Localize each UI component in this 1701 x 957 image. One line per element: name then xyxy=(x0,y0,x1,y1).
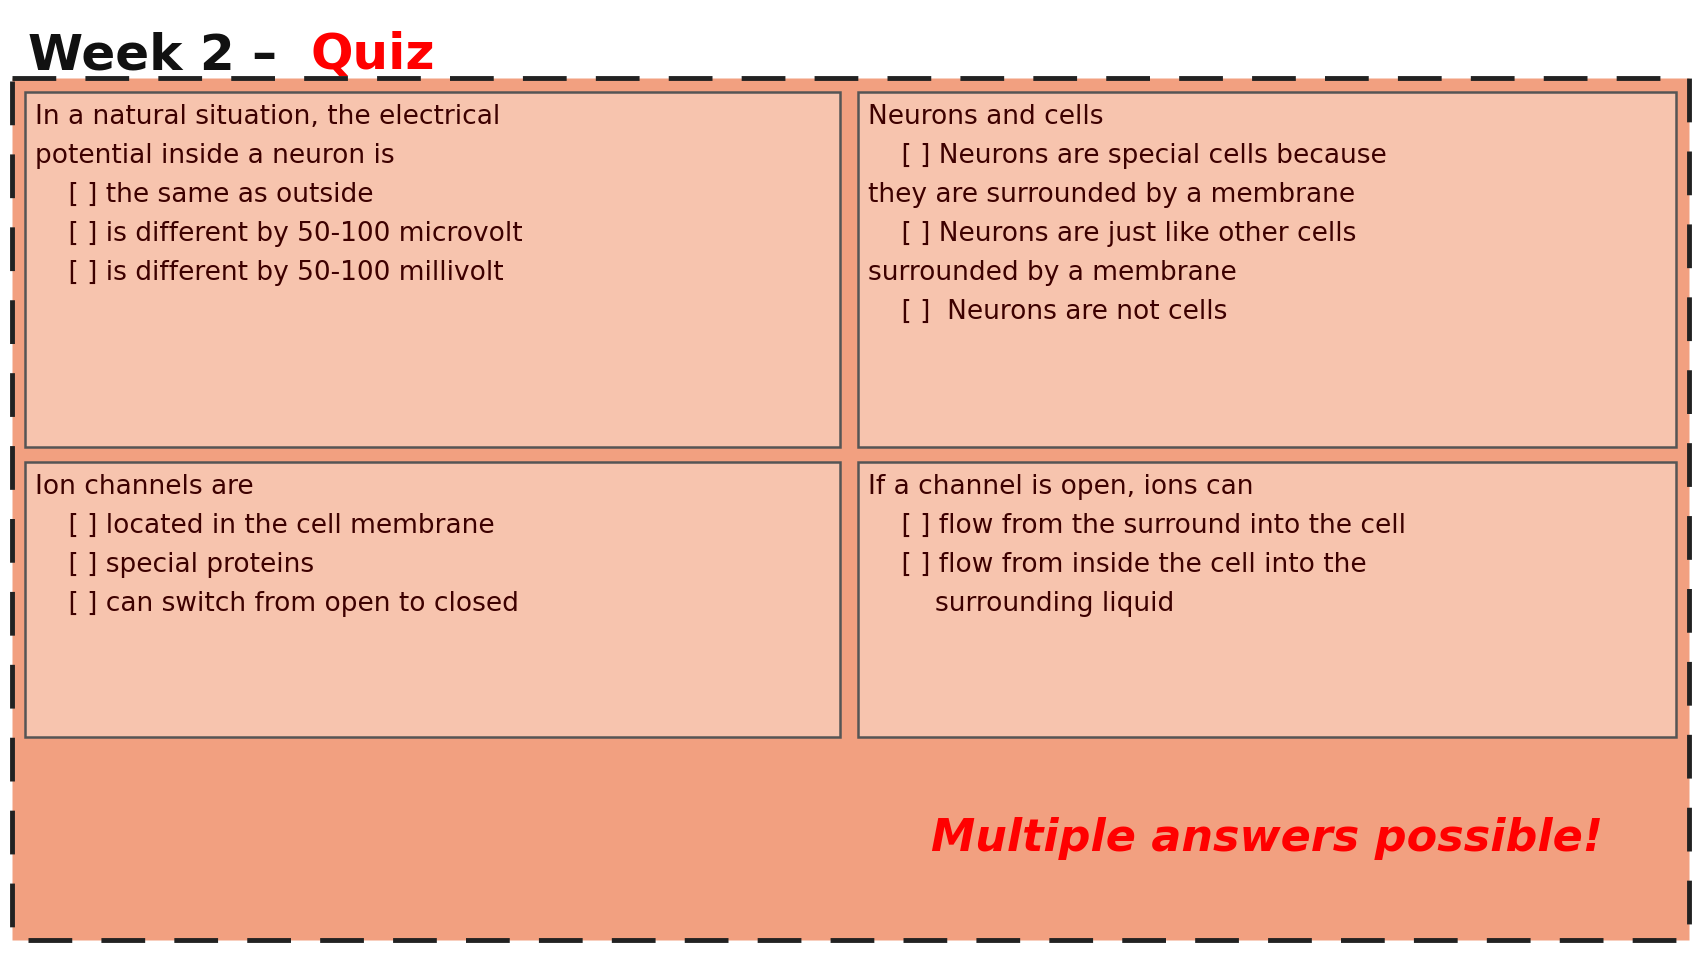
Bar xyxy=(857,462,1675,737)
Text: Neurons and cells
    [ ] Neurons are special cells because
they are surrounded : Neurons and cells [ ] Neurons are specia… xyxy=(868,104,1386,325)
Text: Quiz: Quiz xyxy=(310,31,434,79)
Bar xyxy=(857,92,1675,447)
Text: If a channel is open, ions can
    [ ] flow from the surround into the cell
    : If a channel is open, ions can [ ] flow … xyxy=(868,474,1407,617)
Bar xyxy=(26,92,840,447)
Bar xyxy=(26,462,840,737)
Text: Ion channels are
    [ ] located in the cell membrane
    [ ] special proteins
 : Ion channels are [ ] located in the cell… xyxy=(36,474,519,617)
Text: In a natural situation, the electrical
potential inside a neuron is
    [ ] the : In a natural situation, the electrical p… xyxy=(36,104,522,286)
Text: Multiple answers possible!: Multiple answers possible! xyxy=(930,817,1602,860)
Text: Week 2 –: Week 2 – xyxy=(27,31,294,79)
